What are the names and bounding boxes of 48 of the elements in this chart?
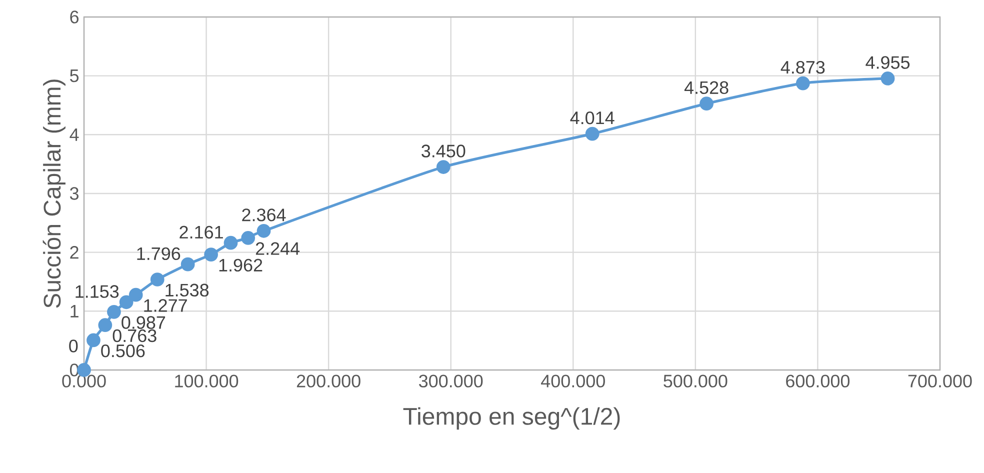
x-tick-label: 100.000 bbox=[175, 374, 238, 388]
y-tick-label: 3 bbox=[70, 187, 79, 200]
y-axis-title: Succión Capilar (mm) bbox=[42, 80, 66, 308]
y-tick-label: 6 bbox=[70, 10, 79, 24]
x-tick-label: 300.000 bbox=[419, 374, 483, 388]
data-label: 0.506 bbox=[101, 344, 145, 358]
point bbox=[86, 333, 100, 348]
point bbox=[119, 295, 134, 310]
point bbox=[224, 236, 238, 250]
data-label: 2.244 bbox=[256, 242, 300, 255]
point bbox=[128, 288, 143, 302]
data-label: 1.538 bbox=[166, 284, 209, 297]
data-label: 4.873 bbox=[780, 60, 825, 74]
point bbox=[180, 257, 195, 272]
x-tick-label: 700.000 bbox=[908, 374, 972, 388]
y-tick-label: 1 bbox=[70, 304, 78, 318]
point bbox=[204, 248, 218, 262]
x-tick-label: 500.000 bbox=[664, 374, 728, 388]
point bbox=[150, 272, 164, 286]
x-tick-label: 400.000 bbox=[541, 374, 605, 388]
x-tick-label: 600.000 bbox=[786, 374, 850, 388]
data-label: 1.796 bbox=[137, 247, 180, 260]
data-label: 2.161 bbox=[180, 226, 223, 239]
y-tick-label: 2 bbox=[70, 246, 78, 259]
point bbox=[256, 224, 271, 238]
point bbox=[98, 318, 112, 332]
data-label: 4.014 bbox=[570, 111, 614, 124]
data-label: 1.277 bbox=[144, 299, 187, 312]
data-label: 0.987 bbox=[122, 316, 166, 329]
data-label: 1.153 bbox=[76, 285, 119, 298]
point bbox=[700, 96, 714, 111]
data-label: 1.962 bbox=[219, 258, 262, 272]
y-tick-label: 5 bbox=[70, 70, 79, 82]
y-tick-label: 4 bbox=[70, 128, 79, 141]
point bbox=[107, 304, 121, 319]
data-label: 0.763 bbox=[112, 329, 156, 342]
point bbox=[436, 160, 450, 174]
point bbox=[585, 126, 600, 141]
x-tick-label: 200.000 bbox=[296, 374, 360, 388]
data-label: 2.364 bbox=[242, 208, 286, 222]
point bbox=[796, 76, 810, 90]
point bbox=[241, 231, 256, 245]
x-tick-label: 0.000 bbox=[62, 374, 106, 388]
x-axis-title: Tiempo en seg^(1/2) bbox=[403, 407, 620, 430]
data-label: 4.528 bbox=[684, 81, 728, 94]
data-label: 3.450 bbox=[422, 144, 466, 158]
data-label: 4.955 bbox=[866, 56, 910, 69]
point bbox=[880, 72, 895, 86]
